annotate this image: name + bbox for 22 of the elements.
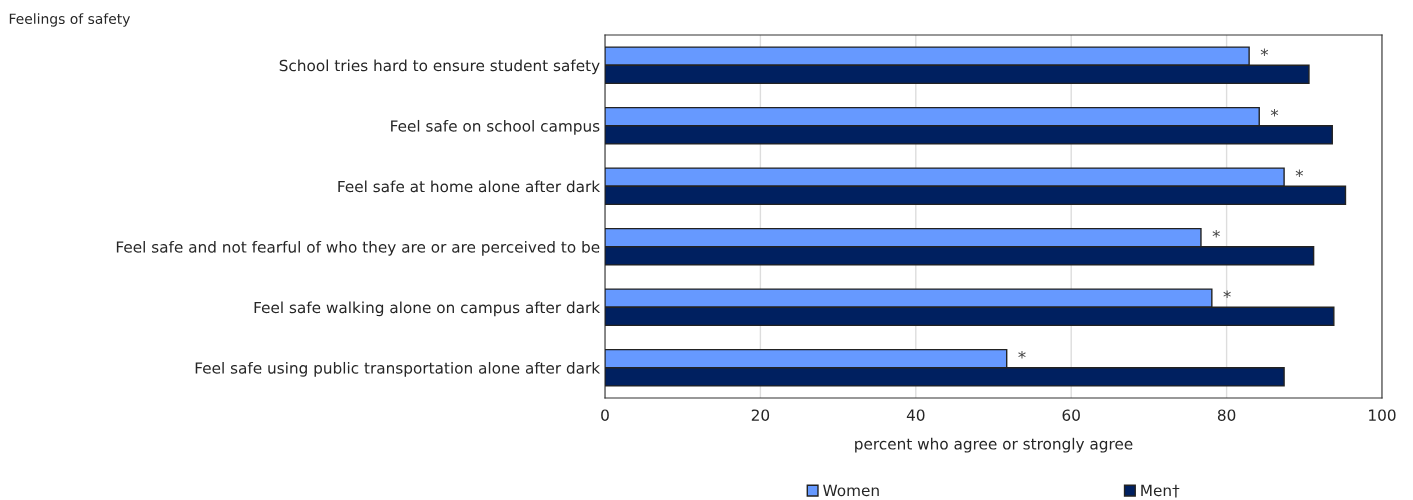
x-tick-label: 40 xyxy=(906,409,925,421)
y-tick-label: Feel safe and not fearful of who they are or are perceived to be xyxy=(116,240,600,256)
y-tick-label: Feel safe walking alone on campus after dark xyxy=(254,301,601,317)
x-tick-label: 20 xyxy=(751,409,770,421)
x-tick-label: 80 xyxy=(1217,409,1236,421)
y-axis-title: Feelings of safety xyxy=(9,13,131,27)
x-tick-label: 60 xyxy=(1062,409,1080,421)
x-tick-label: 100 xyxy=(1369,409,1396,421)
legend-label: Men† xyxy=(1141,484,1180,498)
annotation: * xyxy=(1270,108,1279,117)
y-tick-label: School tries hard to ensure student safety xyxy=(279,59,600,75)
annotation: * xyxy=(1223,290,1231,299)
x-tick-label: 0 xyxy=(601,409,609,421)
legend-label: Women xyxy=(823,484,879,497)
annotation: * xyxy=(1295,169,1304,178)
x-axis-title: percent who agree or strongly agree xyxy=(855,437,1133,453)
annotation: * xyxy=(1018,350,1026,359)
annotation: * xyxy=(1260,48,1269,57)
y-tick-label: Feel safe on school campus xyxy=(391,119,600,135)
annotation: * xyxy=(1212,229,1220,238)
y-tick-label: Feel safe at home alone after dark xyxy=(338,180,601,193)
y-tick-label: Feel safe using public transportation alone after dark xyxy=(195,361,601,377)
